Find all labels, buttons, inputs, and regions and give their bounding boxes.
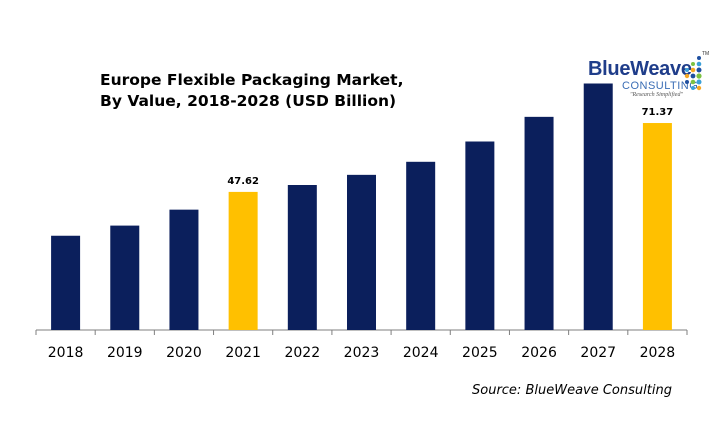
x-tick-label-2020: 2020 xyxy=(166,345,202,361)
bar-2020 xyxy=(169,209,199,330)
bar-2025 xyxy=(465,141,495,330)
x-tick-label-2027: 2027 xyxy=(580,345,616,361)
bars-group xyxy=(51,83,672,330)
chart-title-line-2: By Value, 2018-2028 (USD Billion) xyxy=(100,92,397,110)
chart-title: Europe Flexible Packaging Market, By Val… xyxy=(100,70,403,112)
bar-2028 xyxy=(642,123,672,330)
bar-2019 xyxy=(110,225,140,330)
bar-2024 xyxy=(406,161,436,330)
x-tick-label-2024: 2024 xyxy=(403,345,439,361)
chart-title-line-1: Europe Flexible Packaging Market, xyxy=(100,71,404,89)
logo-dots-icon xyxy=(684,56,702,91)
bar-2026 xyxy=(524,116,554,330)
x-tick-label-2026: 2026 xyxy=(521,345,557,361)
x-tick-label-2023: 2023 xyxy=(344,345,380,361)
bar-2018 xyxy=(51,235,81,330)
x-tick-label-2025: 2025 xyxy=(462,345,498,361)
data-label-2021: 47.62 xyxy=(227,176,259,187)
bar-2022 xyxy=(287,185,317,330)
bar-2023 xyxy=(347,174,376,330)
x-tick-label-2021: 2021 xyxy=(225,345,261,361)
logo-sub-text: CONSULTING xyxy=(622,80,699,92)
logo-tagline: "Research Simplified" xyxy=(630,92,683,98)
x-ticks-group xyxy=(35,330,688,335)
x-tick-label-2019: 2019 xyxy=(107,345,143,361)
x-tick-label-2022: 2022 xyxy=(284,345,320,361)
bar-2027 xyxy=(583,83,613,330)
data-labels-group: 47.62 71.37 xyxy=(227,107,673,187)
x-tick-labels-group: 2018 2019 2020 2021 2022 2023 2024 2025 2026 2027… xyxy=(48,345,675,361)
bar-2021 xyxy=(228,191,258,330)
bluweave-logo: BlueWeave CONSULTING "Research Simplifie… xyxy=(588,50,723,110)
data-label-2028: 71.37 xyxy=(642,107,674,118)
x-tick-label-2018: 2018 xyxy=(48,345,84,361)
x-tick-label-2028: 2028 xyxy=(640,345,676,361)
logo-brand-text: BlueWeave xyxy=(588,58,692,80)
source-note: Source: BlueWeave Consulting xyxy=(472,383,672,398)
logo-trademark: TM xyxy=(702,51,710,57)
